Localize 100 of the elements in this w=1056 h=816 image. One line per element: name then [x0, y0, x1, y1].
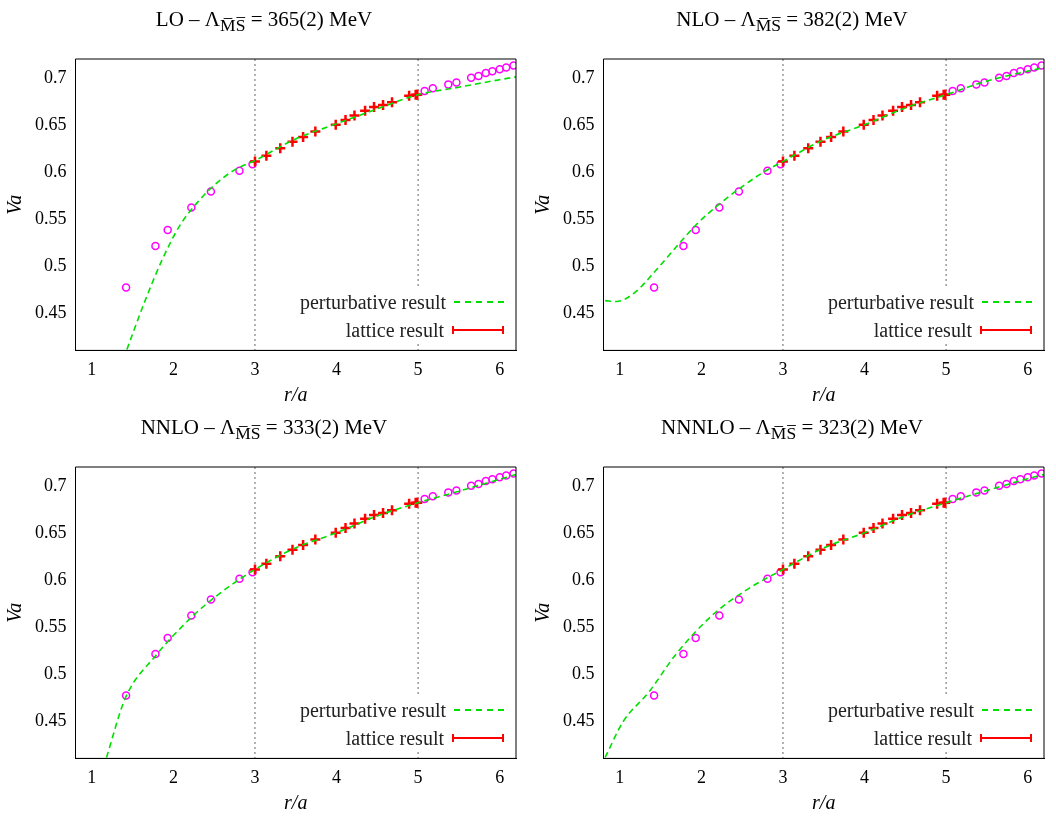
point: [994, 481, 1004, 491]
legend-label: perturbative result: [827, 698, 974, 724]
point: [948, 86, 957, 96]
x-tick-label: 6: [495, 358, 505, 379]
point: [428, 491, 438, 501]
y-tick-label: 0.45: [35, 709, 67, 730]
point: [1002, 71, 1011, 81]
point: [481, 68, 491, 78]
legend-label: perturbative result: [299, 698, 446, 724]
y-tick-label: 0.6: [572, 160, 595, 181]
point: [235, 574, 244, 584]
point: [649, 283, 659, 292]
point: [1002, 479, 1011, 489]
y-axis-title: Va: [531, 194, 554, 215]
point: [474, 71, 483, 81]
x-tick-label: 1: [615, 766, 625, 787]
point: [488, 66, 497, 76]
point: [501, 471, 511, 480]
x-axis-title: r/a: [284, 791, 308, 814]
point: [358, 104, 372, 117]
point: [420, 494, 429, 504]
y-tick-label: 0.7: [572, 474, 595, 495]
y-tick-label: 0.7: [44, 66, 67, 87]
x-tick-label: 4: [860, 766, 870, 787]
point: [1023, 65, 1032, 74]
point: [895, 100, 909, 114]
x-tick-label: 6: [1023, 766, 1033, 787]
legend-label: lattice result: [345, 318, 444, 344]
chart-title: NLO – Λ$_{M̅S̅}$ = 382(2) MeV: [675, 6, 909, 38]
x-axis-title: r/a: [812, 383, 836, 406]
point: [339, 521, 352, 535]
x-tick-label: 2: [696, 358, 706, 379]
x-tick-label: 5: [413, 766, 423, 787]
point: [376, 98, 390, 112]
y-tick-label: 0.55: [35, 615, 67, 636]
x-axis-title: r/a: [284, 383, 308, 406]
point: [1009, 68, 1019, 78]
y-tick-label: 0.65: [35, 521, 67, 542]
y-axis-title: Va: [3, 194, 26, 215]
point: [163, 225, 172, 235]
x-tick-label: 4: [332, 358, 342, 379]
point: [376, 506, 390, 520]
point: [972, 80, 981, 89]
point: [481, 476, 491, 486]
x-tick-label: 1: [87, 766, 97, 787]
point: [187, 611, 196, 620]
point: [1029, 471, 1039, 480]
point: [734, 595, 744, 604]
point: [788, 557, 801, 571]
point: [260, 149, 273, 163]
x-tick-label: 4: [332, 766, 342, 787]
chart-title: NNNLO – Λ$_{M̅S̅}$ = 323(2) MeV: [660, 414, 924, 446]
y-tick-label: 0.6: [44, 568, 67, 589]
point: [488, 474, 497, 484]
point: [956, 491, 966, 501]
point: [763, 166, 772, 176]
legend-label: perturbative result: [299, 290, 446, 316]
y-tick-label: 0.5: [44, 254, 67, 275]
y-tick-label: 0.65: [563, 521, 595, 542]
point: [980, 486, 989, 495]
point: [402, 497, 416, 510]
point: [367, 508, 381, 522]
point: [206, 595, 216, 604]
point: [452, 78, 461, 87]
point: [474, 479, 483, 489]
line-series: [126, 76, 516, 351]
point: [187, 203, 196, 212]
point: [466, 481, 476, 491]
x-tick-label: 3: [250, 358, 260, 379]
x-axis-title: r/a: [812, 791, 836, 814]
x-tick-label: 5: [941, 766, 951, 787]
x-tick-label: 2: [168, 358, 178, 379]
y-tick-label: 0.5: [572, 254, 595, 275]
y-tick-label: 0.7: [44, 474, 67, 495]
y-tick-label: 0.45: [563, 709, 595, 730]
x-tick-label: 3: [778, 358, 788, 379]
point: [402, 89, 416, 102]
point: [495, 473, 504, 482]
point: [649, 691, 659, 700]
point: [1029, 63, 1039, 72]
point: [444, 488, 453, 497]
point: [1016, 66, 1025, 76]
legend-label: lattice result: [873, 726, 972, 752]
point: [1009, 476, 1019, 486]
legend-label: lattice result: [873, 318, 972, 344]
point: [428, 83, 438, 93]
point: [691, 633, 700, 643]
point: [886, 104, 900, 117]
point: [994, 73, 1004, 83]
point: [948, 494, 957, 504]
x-tick-label: 5: [941, 358, 951, 379]
point: [1023, 473, 1032, 482]
point: [679, 241, 688, 251]
y-axis-title: Va: [531, 602, 554, 623]
point: [763, 574, 772, 584]
y-tick-label: 0.6: [44, 160, 67, 181]
x-tick-label: 1: [615, 358, 625, 379]
y-tick-label: 0.45: [35, 301, 67, 322]
point: [495, 65, 504, 74]
y-tick-label: 0.6: [572, 568, 595, 589]
